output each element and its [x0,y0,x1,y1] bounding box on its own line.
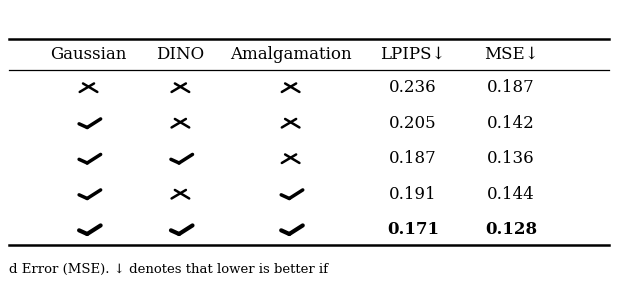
Text: 0.171: 0.171 [387,221,439,238]
Text: LPIPS↓: LPIPS↓ [381,46,446,63]
Text: 0.236: 0.236 [389,79,437,96]
Text: MSE↓: MSE↓ [484,46,538,63]
Text: 0.136: 0.136 [488,150,535,167]
Text: 0.142: 0.142 [487,115,535,132]
Text: 0.128: 0.128 [485,221,537,238]
Text: d Error (MSE). ↓ denotes that lower is better if: d Error (MSE). ↓ denotes that lower is b… [9,263,328,276]
Text: Gaussian: Gaussian [50,46,127,63]
Text: 0.187: 0.187 [389,150,437,167]
Text: DINO: DINO [156,46,205,63]
Text: 0.187: 0.187 [487,79,535,96]
Text: 0.191: 0.191 [389,186,437,203]
Text: Amalgamation: Amalgamation [230,46,352,63]
Text: 0.144: 0.144 [487,186,535,203]
Text: 0.205: 0.205 [389,115,437,132]
